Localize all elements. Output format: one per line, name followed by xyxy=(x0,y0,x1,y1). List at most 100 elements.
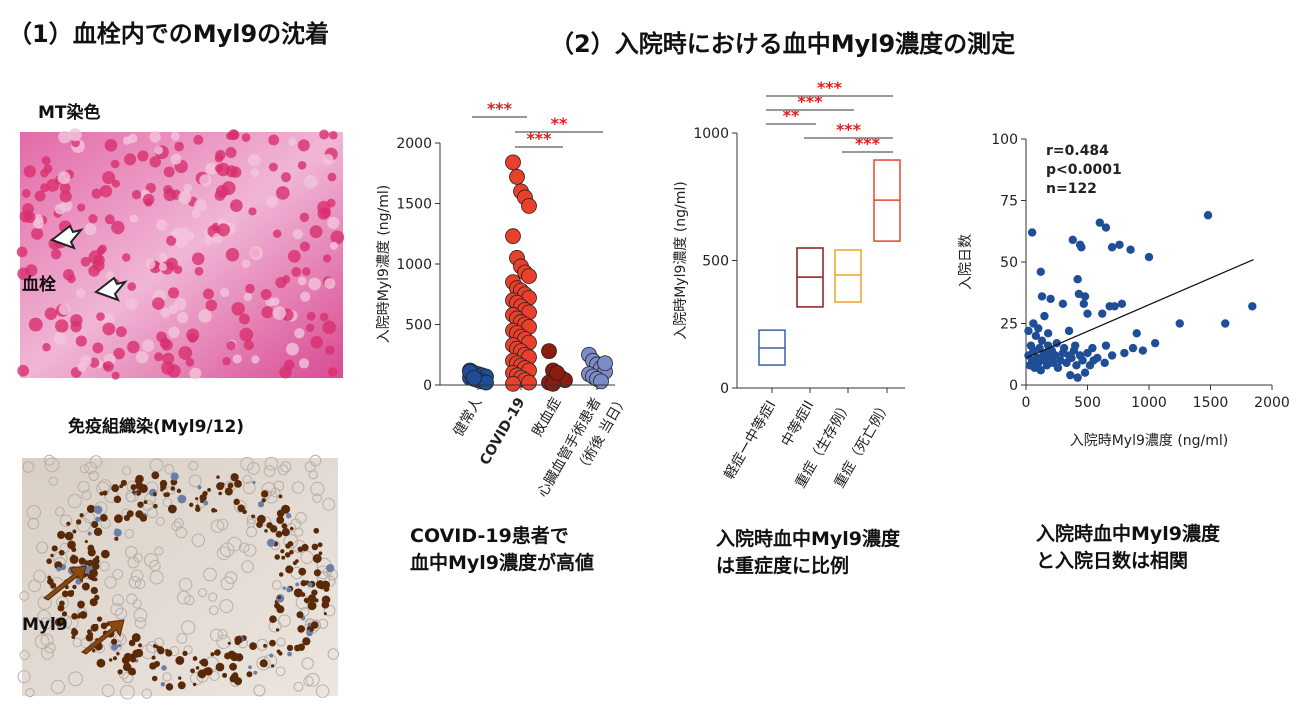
stain xyxy=(195,497,199,501)
arrow xyxy=(49,224,84,250)
cell xyxy=(96,312,105,321)
stain xyxy=(85,633,94,642)
cell xyxy=(256,656,271,671)
cell xyxy=(112,568,124,580)
cell xyxy=(16,246,28,258)
panel-label: MT染色 xyxy=(38,102,101,123)
panel-label: 免疫組織染(Myl9/12) xyxy=(68,416,244,437)
stain xyxy=(177,681,186,690)
cell xyxy=(304,461,316,473)
cell xyxy=(297,160,307,170)
stain xyxy=(79,513,84,518)
stain xyxy=(50,553,54,558)
x-tick-label: COVID-19 xyxy=(477,395,528,468)
cell xyxy=(298,358,310,369)
data-point xyxy=(505,154,521,171)
stain xyxy=(266,538,276,547)
cell xyxy=(268,162,278,172)
y-axis-label: 入院日数 xyxy=(958,234,974,290)
stain xyxy=(256,514,266,524)
cell xyxy=(191,252,205,266)
cell xyxy=(55,506,65,517)
cell xyxy=(276,637,286,647)
cell xyxy=(17,670,31,684)
cell xyxy=(68,128,82,142)
stain xyxy=(87,531,92,536)
stain xyxy=(216,482,225,491)
stain xyxy=(135,510,144,519)
right-title: （2）入院時における血中Myl9濃度の測定 xyxy=(550,30,1015,58)
stain xyxy=(71,635,76,639)
annotation: p<0.0001 xyxy=(1046,162,1122,178)
cell xyxy=(40,183,50,193)
cell xyxy=(229,199,243,212)
cell xyxy=(219,542,235,558)
stain xyxy=(302,637,311,646)
cell xyxy=(44,307,58,320)
cell xyxy=(31,227,44,240)
stain xyxy=(160,488,164,492)
cell xyxy=(324,278,336,289)
stain xyxy=(249,642,257,651)
stain xyxy=(203,500,209,506)
cell xyxy=(156,219,168,231)
cell xyxy=(105,271,115,281)
cell xyxy=(228,129,239,141)
data-point xyxy=(1126,245,1135,254)
stain xyxy=(259,659,268,668)
cell xyxy=(280,461,292,473)
stain xyxy=(195,666,200,670)
data-point xyxy=(1115,240,1124,249)
cell xyxy=(23,165,36,178)
stain xyxy=(71,613,78,620)
cell xyxy=(21,189,31,198)
cell xyxy=(327,367,338,377)
cell xyxy=(175,526,188,539)
cell xyxy=(319,129,330,140)
cell xyxy=(292,229,304,240)
data-point xyxy=(1079,299,1089,309)
cell xyxy=(111,179,121,188)
cell xyxy=(188,460,199,471)
cell xyxy=(208,592,218,602)
cell xyxy=(77,481,90,493)
cell xyxy=(194,266,204,276)
cell xyxy=(41,646,54,660)
cell xyxy=(36,541,49,554)
cell xyxy=(142,193,155,206)
cell xyxy=(231,302,245,316)
cell xyxy=(88,470,99,482)
stain xyxy=(307,601,317,611)
cell xyxy=(242,481,256,495)
cell xyxy=(176,590,191,605)
cell xyxy=(149,131,161,143)
cell xyxy=(209,628,223,642)
cell xyxy=(22,461,35,473)
data-point xyxy=(1093,353,1102,363)
stain xyxy=(278,651,283,656)
stain xyxy=(57,530,66,540)
y-axis-label: 入院時Myl9濃度 (ng/ml) xyxy=(376,185,392,344)
cell xyxy=(205,162,218,175)
annotation: r=0.484 xyxy=(1046,143,1109,159)
cell xyxy=(287,249,301,263)
data-point xyxy=(1132,329,1141,338)
arrow xyxy=(93,276,128,302)
cell xyxy=(239,327,254,342)
stain xyxy=(313,569,322,577)
stain xyxy=(79,611,88,619)
y-tick-label: 0 xyxy=(423,378,432,394)
stain xyxy=(218,491,222,496)
cell xyxy=(178,190,192,205)
cell xyxy=(59,190,72,203)
cell xyxy=(152,297,165,310)
left-title: （1）血栓内でのMyl9の沈着 xyxy=(8,20,329,48)
stain xyxy=(84,539,88,544)
data-point xyxy=(1150,338,1160,348)
stain xyxy=(281,528,290,537)
stain xyxy=(151,471,160,480)
cell xyxy=(283,534,299,549)
stain xyxy=(192,682,197,687)
cell xyxy=(25,688,35,698)
stain xyxy=(277,595,281,600)
